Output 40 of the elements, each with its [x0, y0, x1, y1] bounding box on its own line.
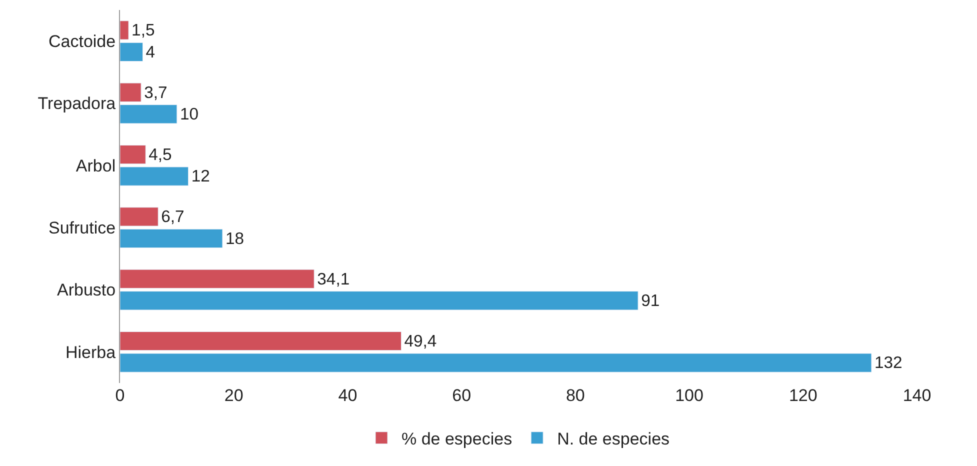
- data-label: 1,5: [132, 20, 155, 40]
- data-label: 4,5: [148, 144, 172, 164]
- data-label: 12: [191, 166, 210, 186]
- data-label: 49,4: [404, 331, 437, 350]
- data-label: 6,7: [161, 207, 184, 226]
- bar: [120, 291, 638, 310]
- y-tick-label: Cactoide: [48, 32, 116, 52]
- y-tick-label: Arbusto: [57, 280, 116, 300]
- bar: [120, 228, 223, 248]
- x-tick-label: 80: [566, 386, 585, 405]
- data-label: 132: [874, 353, 902, 372]
- legend-label: N. de especies: [557, 429, 670, 448]
- bar: [120, 144, 146, 164]
- x-tick-label: 0: [115, 386, 125, 405]
- x-tick-label: 120: [788, 386, 818, 405]
- bar: [120, 331, 402, 351]
- y-tick-label: Trepadora: [38, 94, 116, 114]
- data-label: 18: [225, 228, 244, 248]
- y-tick-label: Sufrutice: [48, 218, 116, 238]
- data-label: 91: [641, 291, 660, 310]
- bar: [120, 353, 872, 372]
- bar: [120, 42, 144, 62]
- legend-label: % de especies: [402, 429, 512, 448]
- bar: [120, 104, 178, 124]
- data-label: 10: [180, 104, 198, 124]
- data-label: 3,7: [144, 82, 168, 102]
- bar: [120, 269, 314, 288]
- bar: [120, 166, 189, 186]
- x-tick-label: 40: [338, 386, 358, 405]
- bar: [120, 207, 158, 226]
- y-tick-label: Hierba: [66, 342, 116, 362]
- bar: [120, 20, 129, 40]
- y-tick-label: Arbol: [76, 156, 116, 176]
- x-tick-label: 100: [675, 386, 704, 405]
- x-tick-label: 60: [452, 386, 472, 405]
- data-label: 4: [146, 42, 156, 62]
- x-tick-label: 140: [902, 386, 932, 405]
- x-tick-label: 20: [224, 386, 244, 405]
- data-label: 34,1: [317, 269, 350, 288]
- bar: [120, 82, 142, 102]
